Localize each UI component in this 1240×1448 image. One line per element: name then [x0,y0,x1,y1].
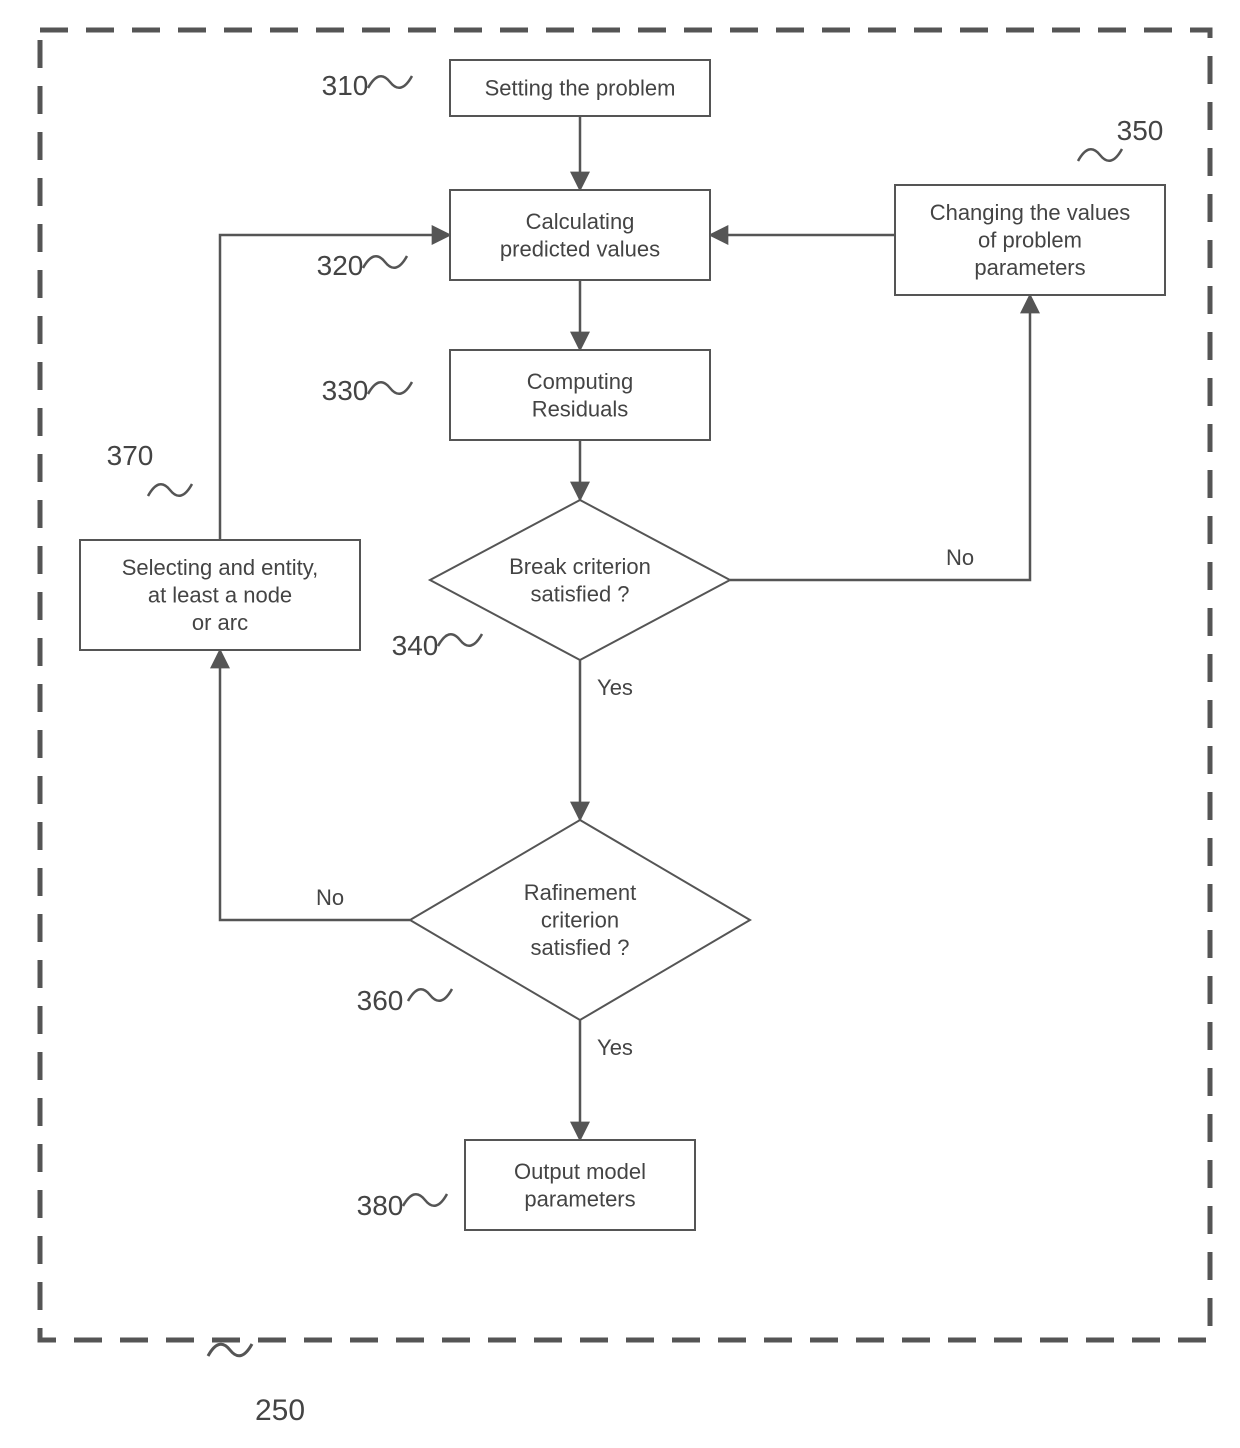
node-label: Calculating [526,209,635,234]
edge-label: No [316,885,344,910]
node-label: or arc [192,610,248,635]
ref-label: 320 [317,250,364,281]
edge-label: Yes [597,1035,633,1060]
node-label: Rafinement [524,880,637,905]
node-label: satisfied ? [530,935,629,960]
node-label: criterion [541,908,619,933]
node-label: of problem [978,228,1082,253]
edge-label: No [946,545,974,570]
edge-label: Yes [597,675,633,700]
node-label: Changing the values [930,200,1131,225]
node-label: Output model [514,1159,646,1184]
ref-label: 380 [357,1190,404,1221]
ref-label: 350 [1117,115,1164,146]
node-label: predicted values [500,236,660,261]
node-label: Selecting and entity, [122,555,319,580]
node-label: parameters [974,255,1085,280]
node-label: satisfied ? [530,581,629,606]
ref-label: 340 [392,630,439,661]
flowchart-canvas: Yes No Yes No Setting the problem 310 Calculat… [0,0,1240,1448]
node-label: Computing [527,369,633,394]
ref-label-outer: 250 [255,1394,305,1427]
node-label: Break criterion [509,554,651,579]
node-label: Residuals [532,396,629,421]
node-label: Setting the problem [485,76,676,101]
node-label: at least a node [148,583,292,608]
ref-label: 310 [322,70,369,101]
ref-label: 360 [357,985,404,1016]
node-label: parameters [524,1186,635,1211]
ref-label: 330 [322,375,369,406]
ref-label: 370 [107,440,154,471]
